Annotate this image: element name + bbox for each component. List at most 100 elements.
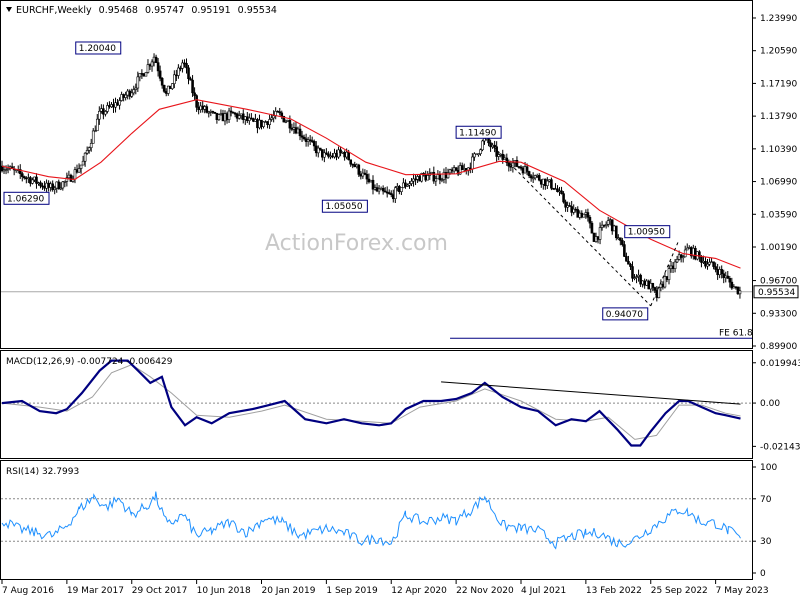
candle-body — [219, 113, 223, 115]
candle-body — [414, 178, 417, 181]
candle-body — [377, 188, 381, 192]
candle-body — [258, 119, 261, 129]
candle-body — [134, 87, 138, 90]
candle-body — [47, 182, 50, 188]
candle-body — [639, 274, 642, 285]
collapse-triangle-icon[interactable] — [6, 7, 12, 12]
candle-body — [67, 174, 71, 179]
candle-body — [396, 186, 399, 189]
candle-body — [608, 219, 612, 221]
candle-body — [446, 172, 450, 179]
candle-body — [118, 100, 121, 106]
candle-body — [35, 176, 38, 184]
candle-body — [450, 169, 454, 172]
candle-body — [651, 282, 655, 288]
candle-body — [93, 130, 97, 133]
candle-body — [235, 113, 239, 119]
candle-body — [568, 205, 571, 207]
candle-body — [503, 157, 507, 160]
candle-body — [331, 155, 334, 158]
price-annotation-label: 1.00950 — [628, 228, 665, 238]
candle-body — [146, 64, 150, 73]
candle-body — [170, 83, 174, 89]
candle-body — [160, 77, 164, 86]
candle-body — [732, 286, 736, 289]
candle-body — [59, 187, 63, 190]
rsi-line — [1, 491, 741, 550]
candle-body — [724, 275, 728, 279]
candle-body — [576, 209, 580, 218]
candle-body — [710, 261, 713, 264]
candle-body — [359, 174, 363, 177]
candle-body — [527, 171, 531, 177]
price-tick-label: 1.10390 — [760, 145, 797, 155]
macd-legend: MACD(12,26,9) -0.007724 -0.006429 — [6, 357, 173, 367]
candle-body — [572, 208, 576, 213]
candle-body — [262, 121, 265, 127]
rsi-tick-label: 0 — [760, 569, 766, 579]
price-tick-label: 1.03590 — [760, 210, 797, 220]
candle-body — [643, 280, 646, 286]
candle-body — [590, 222, 594, 234]
price-annotation-label: 1.20040 — [79, 44, 116, 54]
candle-body — [679, 254, 683, 258]
macd-panel-frame — [0, 350, 753, 459]
chart-header: EURCHF,Weekly 0.95468 0.95747 0.95191 0.… — [6, 5, 281, 16]
candle-body — [280, 112, 284, 117]
candle-body — [213, 111, 217, 114]
candle-body — [150, 61, 154, 67]
candle-body — [398, 186, 401, 193]
candle-body — [154, 56, 158, 63]
candle-body — [436, 174, 440, 180]
candle-body — [189, 78, 192, 81]
candle-body — [138, 73, 142, 78]
candle-body — [402, 182, 405, 188]
price-annotation-label: 1.06290 — [7, 194, 44, 204]
candle-body — [612, 225, 616, 232]
candle-body — [582, 213, 586, 218]
candle-body — [700, 256, 703, 263]
candle-body — [389, 193, 393, 195]
candle-body — [357, 164, 361, 175]
candle-body — [728, 278, 732, 283]
candle-body — [201, 105, 205, 110]
candle-body — [335, 152, 338, 158]
candle-body — [314, 145, 318, 154]
candle-body — [617, 237, 620, 240]
candle-body — [673, 261, 677, 269]
candle-body — [537, 175, 541, 181]
candle-body — [120, 94, 123, 101]
watermark: ActionForex.com — [265, 231, 448, 256]
candle-body — [675, 259, 679, 263]
candle-body — [379, 188, 383, 190]
candle-body — [714, 266, 717, 270]
candle-body — [329, 155, 332, 158]
candle-body — [193, 92, 196, 96]
candle-body — [400, 187, 403, 193]
candle-body — [114, 102, 117, 108]
price-annotation-box — [602, 307, 649, 321]
price-annotation-box — [321, 199, 368, 213]
x-tick-label: 7 Aug 2016 — [2, 586, 54, 596]
candle-body — [327, 153, 330, 157]
candle-body — [481, 140, 484, 151]
candle-body — [246, 116, 249, 121]
candle-body — [270, 117, 273, 120]
candle-body — [136, 76, 140, 89]
candle-body — [179, 67, 182, 70]
candle-body — [2, 169, 6, 172]
candle-body — [158, 70, 162, 79]
candle-body — [394, 187, 397, 200]
candle-body — [51, 183, 54, 190]
candle-body — [168, 85, 172, 89]
price-annotation-box — [75, 41, 122, 55]
price-tick-label: 0.89900 — [760, 342, 797, 352]
candle-body — [525, 166, 529, 172]
candle-body — [207, 111, 211, 114]
candle-body — [381, 188, 385, 192]
candle-body — [385, 191, 389, 194]
candle-body — [229, 110, 233, 113]
candle-body — [351, 163, 355, 166]
candle-body — [570, 206, 573, 213]
